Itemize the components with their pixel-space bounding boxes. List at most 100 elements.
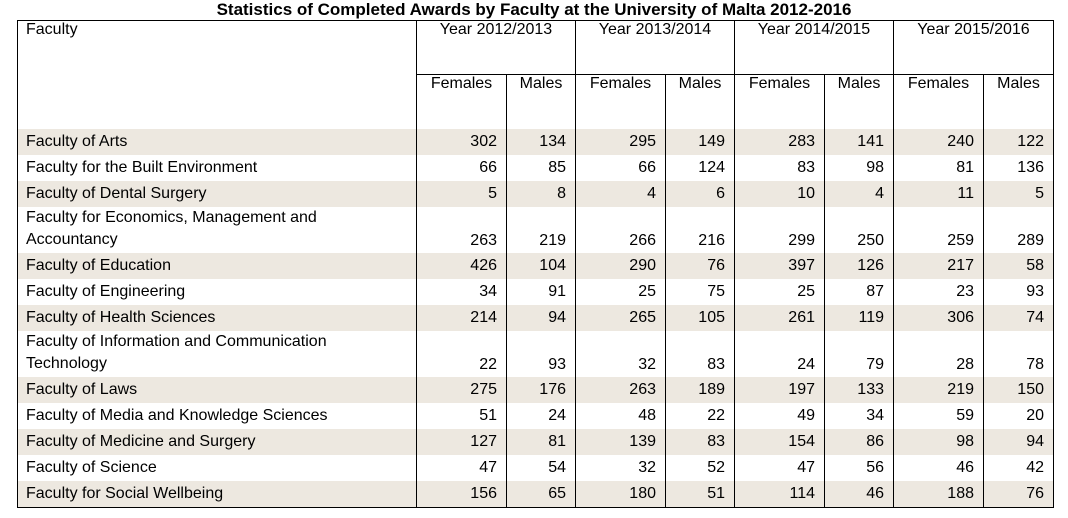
faculty-name: Faculty of Science xyxy=(26,459,157,476)
females-value-cell: 5 xyxy=(416,181,507,207)
males-value-cell: 105 xyxy=(665,305,735,331)
males-value-cell: 134 xyxy=(506,129,576,155)
faculty-cell: Faculty of Science xyxy=(17,455,417,481)
males-header: Males xyxy=(665,74,735,129)
females-value-cell: 34 xyxy=(416,279,507,305)
females-value-cell: 188 xyxy=(893,481,984,508)
females-value-cell: 265 xyxy=(575,305,666,331)
faculty-name: Faculty of Media and Knowledge Sciences xyxy=(26,407,328,424)
faculty-cell: Faculty of Engineering xyxy=(17,279,417,305)
males-value-cell: 79 xyxy=(824,331,894,377)
females-value-cell: 283 xyxy=(734,129,825,155)
females-value-cell: 47 xyxy=(734,455,825,481)
faculty-cell: Faculty of Dental Surgery xyxy=(17,181,417,207)
table-row: Faculty of Medicine and Surgery 127 81 139 8… xyxy=(17,429,1054,455)
faculty-name: Faculty of Education xyxy=(26,257,171,274)
faculty-cell: Faculty of Education xyxy=(17,253,417,279)
males-value-cell: 22 xyxy=(665,403,735,429)
table-row: Faculty for Economics, Management and Ac… xyxy=(17,207,1054,253)
females-value-cell: 219 xyxy=(893,377,984,403)
table-row: Faculty of Arts 302 134 295 149 283 141 240 122 xyxy=(17,129,1054,155)
males-value-cell: 42 xyxy=(983,455,1054,481)
females-value-cell: 154 xyxy=(734,429,825,455)
males-value-cell: 91 xyxy=(506,279,576,305)
males-value-cell: 98 xyxy=(824,155,894,181)
males-header: Males xyxy=(824,74,894,129)
females-value-cell: 261 xyxy=(734,305,825,331)
females-header: Females xyxy=(734,74,825,129)
faculty-cell: Faculty of Information and Communication… xyxy=(17,331,417,377)
males-value-cell: 8 xyxy=(506,181,576,207)
table-row: Faculty of Education 426 104 290 76 397 126 217… xyxy=(17,253,1054,279)
faculty-cell: Faculty of Media and Knowledge Sciences xyxy=(17,403,417,429)
males-header: Males xyxy=(506,74,576,129)
year-header: Year 2014/2015 xyxy=(734,20,894,75)
females-value-cell: 59 xyxy=(893,403,984,429)
females-value-cell: 46 xyxy=(893,455,984,481)
females-value-cell: 114 xyxy=(734,481,825,508)
page-title: Statistics of Completed Awards by Facult… xyxy=(216,0,852,19)
table-row: Faculty of Dental Surgery 5 8 4 6 10 4 11 5 xyxy=(17,181,1054,207)
females-value-cell: 139 xyxy=(575,429,666,455)
year-header: Year 2015/2016 xyxy=(893,20,1054,75)
males-value-cell: 124 xyxy=(665,155,735,181)
females-value-cell: 98 xyxy=(893,429,984,455)
males-value-cell: 65 xyxy=(506,481,576,508)
males-value-cell: 85 xyxy=(506,155,576,181)
females-value-cell: 10 xyxy=(734,181,825,207)
females-value-cell: 240 xyxy=(893,129,984,155)
males-value-cell: 136 xyxy=(983,155,1054,181)
faculty-name: Faculty of Dental Surgery xyxy=(26,185,207,202)
faculty-name: Faculty for Economics, Management and Ac… xyxy=(26,209,317,248)
males-value-cell: 176 xyxy=(506,377,576,403)
females-value-cell: 214 xyxy=(416,305,507,331)
females-value-cell: 28 xyxy=(893,331,984,377)
males-value-cell: 76 xyxy=(665,253,735,279)
males-value-cell: 46 xyxy=(824,481,894,508)
males-value-cell: 93 xyxy=(983,279,1054,305)
males-value-cell: 51 xyxy=(665,481,735,508)
males-value-cell: 189 xyxy=(665,377,735,403)
males-value-cell: 83 xyxy=(665,429,735,455)
table-row: Faculty of Engineering 34 91 25 75 25 87 23 93 xyxy=(17,279,1054,305)
females-value-cell: 180 xyxy=(575,481,666,508)
males-value-cell: 94 xyxy=(983,429,1054,455)
females-value-cell: 275 xyxy=(416,377,507,403)
faculty-name: Faculty of Engineering xyxy=(26,283,186,300)
gender-header-row: Females Males Females Males Females Male… xyxy=(18,74,1054,129)
table-row: Faculty for Social Wellbeing 156 65 180 51 11… xyxy=(17,481,1054,508)
females-value-cell: 259 xyxy=(893,207,984,253)
females-value-cell: 306 xyxy=(893,305,984,331)
females-value-cell: 299 xyxy=(734,207,825,253)
males-value-cell: 289 xyxy=(983,207,1054,253)
males-value-cell: 216 xyxy=(665,207,735,253)
males-value-cell: 133 xyxy=(824,377,894,403)
females-value-cell: 197 xyxy=(734,377,825,403)
females-value-cell: 51 xyxy=(416,403,507,429)
females-value-cell: 290 xyxy=(575,253,666,279)
males-value-cell: 24 xyxy=(506,403,576,429)
males-value-cell: 4 xyxy=(824,181,894,207)
females-value-cell: 24 xyxy=(734,331,825,377)
females-value-cell: 25 xyxy=(575,279,666,305)
table-row: Faculty of Information and Communication… xyxy=(17,331,1054,377)
year-header: Year 2013/2014 xyxy=(575,20,735,75)
faculty-cell: Faculty of Health Sciences xyxy=(17,305,417,331)
females-value-cell: 23 xyxy=(893,279,984,305)
males-value-cell: 119 xyxy=(824,305,894,331)
males-value-cell: 6 xyxy=(665,181,735,207)
males-value-cell: 74 xyxy=(983,305,1054,331)
females-value-cell: 397 xyxy=(734,253,825,279)
males-value-cell: 93 xyxy=(506,331,576,377)
males-value-cell: 104 xyxy=(506,253,576,279)
males-value-cell: 20 xyxy=(983,403,1054,429)
females-value-cell: 83 xyxy=(734,155,825,181)
females-value-cell: 32 xyxy=(575,331,666,377)
faculty-name: Faculty of Information and Communication… xyxy=(26,333,327,372)
females-value-cell: 25 xyxy=(734,279,825,305)
faculty-cell: Faculty of Arts xyxy=(17,129,417,155)
males-header: Males xyxy=(983,74,1054,129)
females-value-cell: 302 xyxy=(416,129,507,155)
males-value-cell: 122 xyxy=(983,129,1054,155)
females-value-cell: 47 xyxy=(416,455,507,481)
